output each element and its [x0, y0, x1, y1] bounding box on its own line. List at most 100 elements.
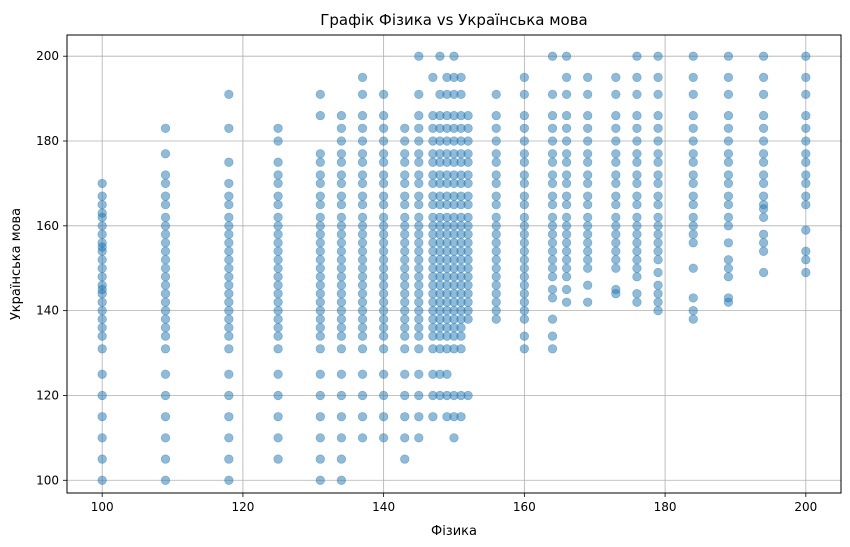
data-point	[688, 221, 698, 231]
data-point	[160, 123, 171, 133]
data-point	[97, 191, 107, 201]
x-tick-label: 200	[794, 500, 817, 514]
data-point	[632, 170, 642, 180]
data-point	[632, 157, 642, 167]
data-point	[97, 221, 107, 231]
data-point	[400, 149, 410, 159]
data-point	[758, 51, 769, 61]
data-point	[519, 123, 529, 133]
data-point	[491, 191, 501, 201]
data-point	[491, 229, 501, 239]
data-point	[336, 200, 347, 210]
data-point	[357, 238, 368, 248]
data-point	[379, 123, 389, 133]
data-point	[758, 238, 769, 248]
data-point	[400, 297, 410, 307]
data-point	[379, 170, 389, 180]
data-point	[723, 72, 734, 83]
data-point	[611, 191, 621, 201]
data-point	[611, 221, 621, 231]
data-point	[357, 229, 368, 239]
data-point	[547, 136, 558, 146]
data-point	[611, 255, 621, 265]
data-point	[519, 136, 529, 146]
data-point	[273, 306, 283, 316]
data-point	[723, 157, 734, 167]
data-point	[379, 229, 389, 239]
data-point	[273, 369, 283, 379]
data-point	[758, 149, 769, 159]
data-point	[688, 72, 698, 83]
data-point	[336, 136, 347, 146]
data-point	[632, 191, 642, 201]
data-point	[357, 123, 368, 133]
data-point	[547, 331, 558, 341]
x-tick-label: 120	[231, 500, 254, 514]
data-point	[583, 89, 593, 99]
data-point	[315, 306, 325, 316]
data-point	[379, 272, 389, 282]
data-point	[336, 110, 347, 121]
data-point	[400, 272, 410, 282]
data-point	[357, 221, 368, 231]
data-point	[688, 293, 698, 303]
data-point	[547, 170, 558, 180]
data-point	[583, 123, 593, 133]
data-point	[491, 289, 501, 299]
data-point	[315, 433, 325, 443]
data-point	[611, 89, 621, 99]
data-point	[611, 212, 621, 222]
data-point	[491, 280, 501, 290]
data-point	[547, 178, 558, 189]
data-point	[414, 246, 424, 256]
data-point	[463, 263, 473, 273]
data-point	[519, 149, 529, 159]
data-point	[561, 72, 572, 83]
data-point	[160, 475, 171, 485]
data-point	[160, 229, 171, 239]
data-point	[97, 229, 107, 239]
data-point	[224, 390, 234, 401]
data-point	[632, 136, 642, 146]
data-point	[519, 289, 529, 299]
data-point	[801, 157, 811, 167]
data-point	[519, 229, 529, 239]
data-point	[491, 110, 501, 121]
data-point	[400, 390, 410, 401]
data-point	[315, 314, 325, 324]
data-point	[801, 149, 811, 159]
data-point	[357, 136, 368, 146]
data-point	[688, 191, 698, 201]
data-point	[723, 263, 734, 273]
data-point	[758, 246, 769, 256]
data-point	[315, 221, 325, 231]
data-point	[561, 123, 572, 133]
data-point	[336, 229, 347, 239]
data-point	[519, 89, 529, 99]
data-point	[273, 191, 283, 201]
data-point	[547, 149, 558, 159]
data-point	[547, 89, 558, 99]
data-point	[653, 72, 663, 83]
data-point	[97, 412, 107, 422]
data-point	[224, 200, 234, 210]
data-point	[357, 200, 368, 210]
data-point	[336, 331, 347, 341]
data-point	[273, 331, 283, 341]
data-point	[519, 221, 529, 231]
data-point	[456, 331, 466, 341]
data-point	[519, 110, 529, 121]
data-point	[160, 200, 171, 210]
data-point	[456, 344, 466, 354]
data-point	[400, 255, 410, 265]
data-point	[273, 390, 283, 401]
y-tick-label: 180	[36, 134, 59, 148]
data-point	[561, 263, 572, 273]
data-point	[632, 246, 642, 256]
data-point	[336, 246, 347, 256]
data-point	[519, 344, 529, 354]
data-point	[273, 272, 283, 282]
data-point	[315, 475, 325, 485]
data-point	[561, 170, 572, 180]
data-point	[414, 89, 424, 99]
